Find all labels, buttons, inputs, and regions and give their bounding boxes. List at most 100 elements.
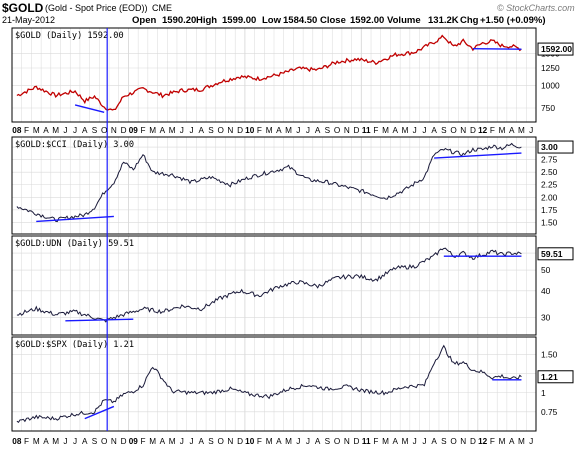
month-tick-top: J bbox=[306, 126, 310, 135]
month-tick-top: M bbox=[33, 126, 40, 135]
month-tick-top: J bbox=[422, 126, 426, 135]
month-tick-bottom: O bbox=[334, 437, 340, 446]
y-tick-label: 1.50 bbox=[541, 350, 558, 360]
month-tick-top: 08 bbox=[12, 126, 22, 135]
month-tick-top: M bbox=[169, 126, 176, 135]
month-tick-top: S bbox=[208, 126, 214, 135]
month-tick-bottom: F bbox=[257, 437, 262, 446]
month-tick-bottom: N bbox=[460, 437, 466, 446]
month-tick-bottom: M bbox=[52, 437, 59, 446]
month-tick-top: A bbox=[393, 126, 399, 135]
month-tick-top: O bbox=[217, 126, 223, 135]
panel-2: 1.50 1.75 2.00 2.25 2.50 2.75 3.00 $GOLD:$CCI (… bbox=[11, 136, 574, 235]
month-tick-top: J bbox=[180, 126, 184, 135]
trendline bbox=[36, 215, 114, 223]
month-tick-top: M bbox=[266, 126, 273, 135]
month-tick-top: A bbox=[160, 126, 166, 135]
month-tick-bottom: A bbox=[160, 437, 166, 446]
month-tick-bottom: A bbox=[82, 437, 88, 446]
month-tick-bottom: J bbox=[180, 437, 184, 446]
month-tick-bottom: J bbox=[73, 437, 77, 446]
trendline bbox=[434, 152, 522, 159]
quote-high-label: High bbox=[196, 15, 217, 26]
quote-low-label: Low bbox=[262, 15, 282, 26]
month-tick-top: J bbox=[189, 126, 193, 135]
month-tick-bottom: M bbox=[33, 437, 40, 446]
month-tick-bottom: 11 bbox=[362, 437, 371, 446]
month-tick-top: M bbox=[402, 126, 409, 135]
y-tick-label: 50 bbox=[541, 265, 551, 275]
month-tick-top: S bbox=[325, 126, 331, 135]
month-tick-top: N bbox=[344, 126, 350, 135]
quote-high-value: 1599.00 bbox=[222, 15, 256, 26]
last-value-label: 59.51 bbox=[541, 249, 563, 259]
y-tick-label: 40 bbox=[541, 286, 551, 296]
y-tick-label: 2.00 bbox=[541, 192, 558, 202]
month-tick-top: A bbox=[43, 126, 49, 135]
series-line bbox=[16, 344, 522, 423]
y-tick-label: 2.25 bbox=[541, 180, 558, 190]
month-tick-top: J bbox=[413, 126, 417, 135]
exchange-label: CME bbox=[152, 3, 172, 13]
month-tick-top: J bbox=[296, 126, 300, 135]
month-tick-bottom: A bbox=[315, 437, 321, 446]
month-tick-bottom: S bbox=[208, 437, 214, 446]
month-tick-bottom: D bbox=[237, 437, 243, 446]
month-tick-bottom: 09 bbox=[129, 437, 139, 446]
month-tick-bottom: D bbox=[470, 437, 476, 446]
month-tick-top: 11 bbox=[362, 126, 371, 135]
month-tick-top: D bbox=[354, 126, 360, 135]
month-tick-top: S bbox=[92, 126, 98, 135]
month-tick-bottom: A bbox=[431, 437, 437, 446]
month-tick-bottom: N bbox=[344, 437, 350, 446]
month-tick-top: 12 bbox=[478, 126, 488, 135]
last-value-label: 3.00 bbox=[541, 142, 558, 152]
quote-close-value: 1592.00 bbox=[350, 15, 384, 26]
month-tick-bottom: M bbox=[169, 437, 176, 446]
month-tick-bottom: N bbox=[111, 437, 117, 446]
month-tick-bottom: A bbox=[393, 437, 399, 446]
month-tick-bottom: J bbox=[189, 437, 193, 446]
quote-open-value: 1590.20 bbox=[162, 15, 196, 26]
month-tick-bottom: O bbox=[450, 437, 456, 446]
brand-watermark: © StockCharts.com bbox=[497, 3, 575, 13]
last-value-label: 1.21 bbox=[541, 372, 558, 382]
month-tick-top: F bbox=[257, 126, 262, 135]
month-tick-bottom: M bbox=[518, 437, 525, 446]
month-tick-top: N bbox=[460, 126, 466, 135]
quote-chg-value: +1.50 (+0.09%) bbox=[480, 15, 546, 26]
month-tick-top: A bbox=[315, 126, 321, 135]
month-tick-bottom: M bbox=[382, 437, 389, 446]
y-tick-label: 0.75 bbox=[541, 407, 558, 417]
quote-volume-value: 131.2K bbox=[428, 15, 459, 26]
panel-1: 750100012501500$GOLD (Daily) 1592.001592… bbox=[11, 27, 574, 123]
panel-frame bbox=[11, 136, 537, 235]
y-tick-label: 1000 bbox=[541, 80, 560, 90]
symbol-title: $GOLD bbox=[2, 1, 44, 15]
last-value-box bbox=[537, 42, 574, 56]
month-tick-top: O bbox=[450, 126, 456, 135]
month-tick-top: A bbox=[276, 126, 282, 135]
month-tick-bottom: M bbox=[402, 437, 409, 446]
y-tick-label: 1250 bbox=[541, 63, 560, 73]
panel-label: $GOLD:UDN (Daily) 59.51 bbox=[15, 239, 134, 249]
month-tick-bottom: S bbox=[92, 437, 98, 446]
y-tick-label: 1.75 bbox=[541, 205, 558, 215]
month-tick-top: M bbox=[149, 126, 156, 135]
month-tick-top: J bbox=[63, 126, 67, 135]
month-tick-bottom: J bbox=[306, 437, 310, 446]
month-tick-top: N bbox=[111, 126, 117, 135]
y-tick-label: 2.50 bbox=[541, 167, 558, 177]
last-value-box bbox=[537, 247, 574, 261]
symbol-description: (Gold - Spot Price (EOD)) bbox=[45, 3, 148, 13]
quote-volume-label: Volume bbox=[387, 15, 421, 26]
month-tick-bottom: F bbox=[490, 437, 495, 446]
month-tick-top: M bbox=[499, 126, 506, 135]
trendline bbox=[74, 104, 105, 113]
y-tick-label: 30 bbox=[541, 313, 551, 323]
month-tick-top: D bbox=[121, 126, 127, 135]
month-tick-top: N bbox=[227, 126, 233, 135]
month-tick-top: S bbox=[441, 126, 447, 135]
